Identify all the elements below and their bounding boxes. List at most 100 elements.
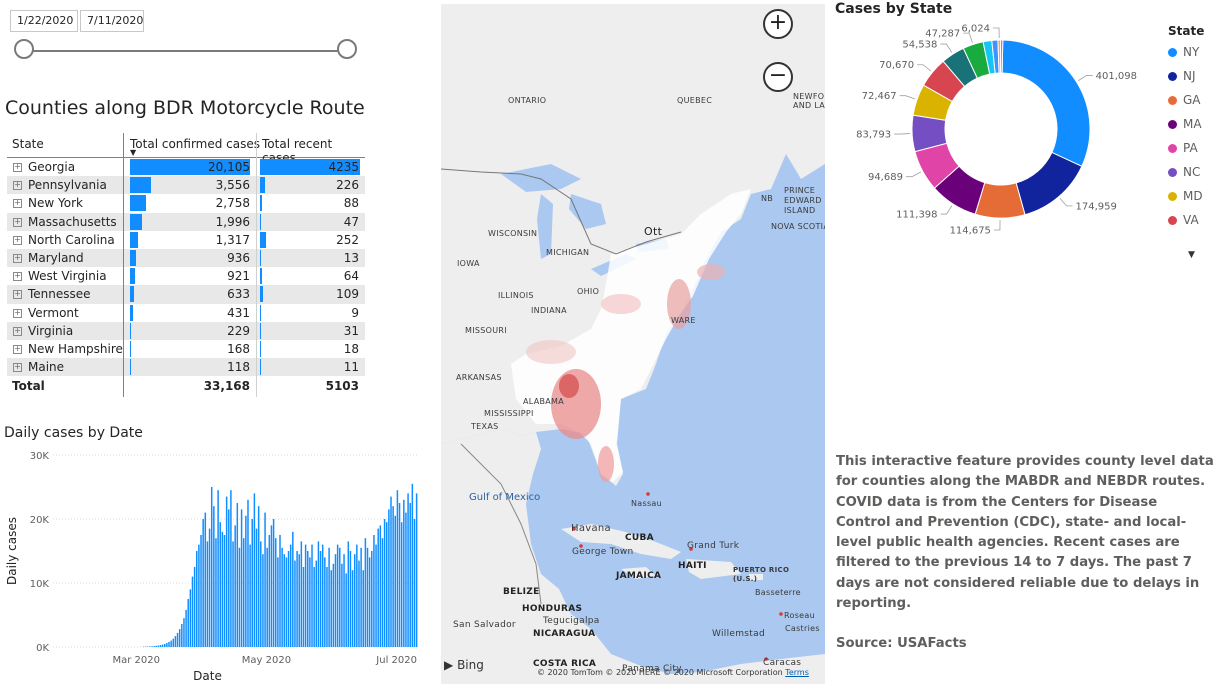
confirmed-databar bbox=[130, 159, 250, 175]
donut-leader-line bbox=[940, 205, 953, 215]
daily-bar bbox=[351, 570, 354, 647]
table-body: + Georgia 20,105 4235 + Pennsylvania 3,556 226 +… bbox=[7, 158, 365, 377]
expand-row-icon[interactable]: + bbox=[13, 362, 22, 373]
column-header-confirmed[interactable]: Total confirmed cases bbox=[130, 137, 261, 151]
column-separator bbox=[256, 133, 257, 397]
expand-row-icon[interactable]: + bbox=[13, 307, 22, 318]
daily-bar bbox=[345, 573, 347, 647]
terms-link[interactable]: Terms bbox=[785, 668, 809, 677]
legend-item[interactable]: PA bbox=[1168, 141, 1198, 155]
table-row[interactable]: + Virginia 229 31 bbox=[7, 321, 365, 340]
start-date-input[interactable]: 1/22/2020 bbox=[10, 10, 78, 32]
legend-item[interactable]: MD bbox=[1168, 189, 1203, 203]
donut-leader-line bbox=[894, 133, 911, 135]
x-tick-label: Mar 2020 bbox=[112, 655, 160, 666]
date-slider-end-handle[interactable] bbox=[337, 39, 357, 59]
end-date-input[interactable]: 7/11/2020 bbox=[80, 10, 144, 32]
expand-row-icon[interactable]: + bbox=[13, 234, 22, 245]
daily-bar bbox=[287, 551, 290, 647]
daily-bar bbox=[309, 557, 311, 647]
map-visual[interactable]: ONTARIO QUEBEC NEWFO AND LA PRINCE EDWAR… bbox=[441, 4, 825, 684]
northeast-hotspot[interactable] bbox=[667, 279, 691, 329]
expand-row-icon[interactable]: + bbox=[13, 252, 22, 263]
map-canvas[interactable] bbox=[441, 4, 825, 684]
daily-bar bbox=[311, 544, 313, 647]
zoom-in-button[interactable]: + bbox=[763, 9, 793, 39]
caracas-dot bbox=[764, 657, 768, 661]
date-slider-track[interactable] bbox=[24, 50, 347, 52]
table-row[interactable]: + North Carolina 1,317 252 bbox=[7, 231, 365, 249]
tennessee-region[interactable] bbox=[526, 340, 576, 364]
daily-bar bbox=[319, 551, 322, 647]
recent-databar bbox=[260, 213, 262, 230]
table-row[interactable]: + Massachusetts 1,996 47 bbox=[7, 212, 365, 231]
daily-bar bbox=[253, 493, 256, 647]
donut-leader-line bbox=[905, 171, 921, 178]
recent-databar bbox=[260, 231, 266, 248]
expand-row-icon[interactable]: + bbox=[13, 216, 22, 227]
daily-bar bbox=[236, 503, 239, 647]
table-row[interactable]: + New Hampshire 168 18 bbox=[7, 340, 365, 358]
zoom-out-button[interactable]: − bbox=[763, 62, 793, 92]
map-label-texas: TEXAS bbox=[471, 422, 499, 431]
state-cell: Pennsylvania bbox=[28, 178, 107, 193]
table-row[interactable]: + Georgia 20,105 4235 bbox=[7, 158, 365, 176]
state-cell: Tennessee bbox=[28, 287, 91, 302]
legend-item[interactable]: VA bbox=[1168, 213, 1199, 227]
daily-bar bbox=[328, 547, 330, 647]
table-row[interactable]: + New York 2,758 88 bbox=[7, 194, 365, 212]
pennsylvania-region[interactable] bbox=[601, 294, 641, 314]
daily-bar bbox=[228, 509, 230, 647]
table-row[interactable]: + Maryland 936 13 bbox=[7, 248, 365, 268]
donut-leader-line bbox=[993, 219, 1001, 231]
recent-databar bbox=[260, 322, 261, 339]
expand-row-icon[interactable]: + bbox=[13, 325, 22, 336]
bing-icon: ▶ bbox=[444, 658, 454, 672]
new-england-hotspot[interactable] bbox=[697, 264, 725, 280]
table-row[interactable]: + Tennessee 633 109 bbox=[7, 285, 365, 304]
chart-title: Daily cases by Date bbox=[4, 425, 143, 441]
state-cell: Virginia bbox=[28, 323, 74, 338]
daily-bar bbox=[277, 557, 279, 647]
daily-bar bbox=[403, 499, 405, 647]
daily-bar bbox=[360, 547, 362, 647]
expand-row-icon[interactable]: + bbox=[13, 271, 22, 282]
state-cell: West Virginia bbox=[28, 269, 107, 284]
legend-item[interactable]: NJ bbox=[1168, 69, 1196, 83]
chevron-down-icon[interactable]: ▼ bbox=[1188, 250, 1195, 260]
confirmed-databar bbox=[130, 177, 152, 194]
bing-brand-text: Bing bbox=[457, 658, 484, 672]
legend-item[interactable]: NC bbox=[1168, 165, 1200, 179]
daily-bar bbox=[151, 646, 153, 647]
map-label-basseterre: Basseterre bbox=[755, 588, 801, 597]
table-row[interactable]: + Pennsylvania 3,556 226 bbox=[7, 176, 365, 195]
expand-row-icon[interactable]: + bbox=[13, 198, 22, 209]
date-slider-start-handle[interactable] bbox=[14, 39, 34, 59]
confirmed-cell: 921 bbox=[227, 269, 250, 284]
donut-data-label: 174,959 bbox=[1075, 201, 1116, 212]
daily-bar bbox=[242, 538, 245, 647]
donut-slice[interactable] bbox=[1000, 39, 1004, 74]
cases-by-state-donut[interactable]: 401,098 174,959 114,675 111,398 94,689 83,793… bbox=[835, 20, 1165, 260]
expand-row-icon[interactable]: + bbox=[13, 343, 22, 354]
table-row[interactable]: + Maine 118 11 bbox=[7, 358, 365, 377]
legend-item[interactable]: MA bbox=[1168, 117, 1202, 131]
expand-row-icon[interactable]: + bbox=[13, 180, 22, 191]
donut-data-label: 70,670 bbox=[879, 60, 914, 71]
donut-slice[interactable] bbox=[1001, 39, 1091, 167]
column-header-state[interactable]: State bbox=[12, 137, 44, 151]
donut-slice[interactable] bbox=[1015, 151, 1083, 216]
table-row[interactable]: + West Virginia 921 64 bbox=[7, 267, 365, 285]
daily-bar bbox=[268, 535, 271, 647]
legend-item[interactable]: NY bbox=[1168, 45, 1199, 59]
expand-row-icon[interactable]: + bbox=[13, 162, 22, 172]
legend-item[interactable]: GA bbox=[1168, 93, 1201, 107]
table-row[interactable]: + Vermont 431 9 bbox=[7, 304, 365, 322]
atlanta-hotspot[interactable] bbox=[559, 374, 579, 398]
daily-bar bbox=[217, 490, 219, 647]
florida-region[interactable] bbox=[598, 446, 614, 482]
expand-row-icon[interactable]: + bbox=[13, 289, 22, 300]
map-label-ontario: ONTARIO bbox=[508, 96, 547, 105]
confirmed-databar bbox=[130, 340, 131, 357]
recent-databar bbox=[260, 359, 261, 376]
